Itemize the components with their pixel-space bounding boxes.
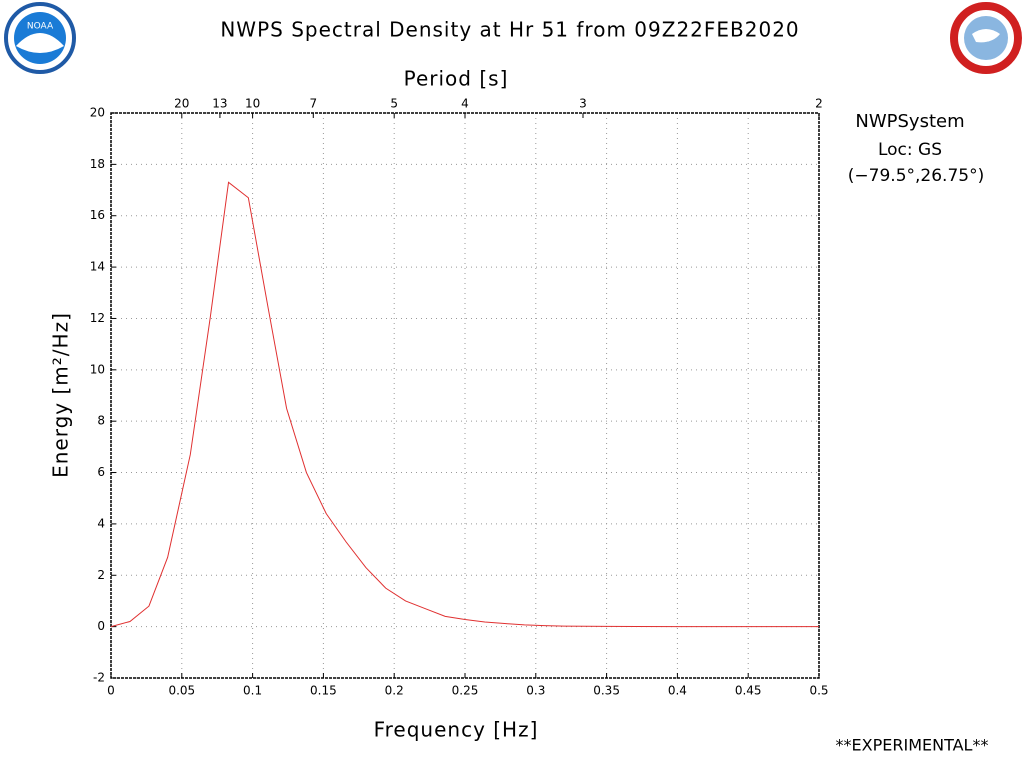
x-tick-label: 0.3: [526, 684, 545, 698]
y-tick-label: 10: [90, 362, 105, 376]
x-tick-label: 0.4: [668, 684, 687, 698]
chart-title: NWPS Spectral Density at Hr 51 from 09Z2…: [220, 18, 799, 42]
x-axis-label: Frequency [Hz]: [374, 718, 539, 742]
y-tick-label: 18: [90, 157, 105, 171]
x-tick-label: 0.45: [735, 684, 762, 698]
x2-tick-label: 4: [461, 97, 469, 111]
x2-tick-label: 2: [815, 97, 823, 111]
y-tick-label: 12: [90, 311, 105, 325]
x-tick-label: 0.2: [385, 684, 404, 698]
x-tick-label: 0.35: [593, 684, 620, 698]
logo-text: NOAA: [27, 22, 54, 32]
x-tick-label: 0: [107, 684, 115, 698]
location: Loc: GS: [878, 140, 942, 160]
y-tick-label: 16: [90, 208, 105, 222]
y-tick-label: 14: [90, 260, 105, 274]
y-axis-label: Energy [m²/Hz]: [49, 312, 73, 478]
y-tick-label: 6: [97, 465, 105, 479]
y-tick-label: 0: [97, 619, 105, 633]
x2-tick-label: 3: [579, 97, 587, 111]
x-tick-label: 0.25: [452, 684, 479, 698]
x2-tick-label: 7: [309, 97, 317, 111]
spectrum-line: [110, 181, 819, 628]
x2-tick-label: 20: [174, 97, 189, 111]
x2-axis-label: Period [s]: [404, 67, 509, 91]
nws-logo: [950, 2, 1022, 74]
coordinates: (−79.5°,26.75°): [848, 166, 984, 186]
x-tick-label: 0.5: [809, 684, 828, 698]
x2-tick-label: 13: [212, 97, 227, 111]
plot-frame: [110, 112, 820, 679]
y-tick-label: 4: [97, 516, 105, 530]
x-tick-label: 0.1: [243, 684, 262, 698]
x2-tick-label: 10: [245, 97, 260, 111]
logo-bird: [16, 33, 64, 53]
y-tick-label: 20: [90, 106, 105, 120]
x-tick-label: 0.15: [310, 684, 337, 698]
x2-tick-label: 5: [390, 97, 398, 111]
model-name: NWPSystem: [855, 111, 964, 132]
footer: **EXPERIMENTAL**: [836, 736, 989, 755]
y-tick-label: 8: [97, 414, 105, 428]
y-tick-label: -2: [93, 671, 105, 685]
noaa-logo: NOAA: [4, 2, 76, 74]
x-tick-label: 0.05: [168, 684, 195, 698]
logo-cloud: [972, 29, 1000, 43]
y-tick-label: 2: [97, 568, 105, 582]
